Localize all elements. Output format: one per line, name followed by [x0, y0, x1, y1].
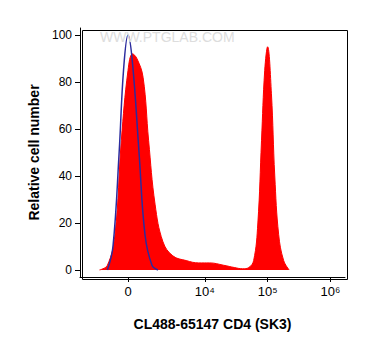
svg-text:0: 0: [65, 263, 72, 277]
svg-text:10⁴: 10⁴: [195, 284, 215, 299]
svg-text:WWW.PTGLAB.COM: WWW.PTGLAB.COM: [100, 29, 235, 45]
svg-text:Relative cell number: Relative cell number: [26, 84, 42, 221]
svg-text:10⁶: 10⁶: [321, 284, 341, 299]
svg-text:80: 80: [59, 75, 73, 89]
svg-text:100: 100: [52, 28, 72, 42]
svg-text:0: 0: [124, 284, 131, 299]
svg-text:CL488-65147 CD4 (SK3): CL488-65147 CD4 (SK3): [134, 316, 292, 332]
svg-text:10⁵: 10⁵: [258, 284, 278, 299]
svg-text:20: 20: [59, 216, 73, 230]
svg-text:40: 40: [59, 169, 73, 183]
svg-text:60: 60: [59, 122, 73, 136]
